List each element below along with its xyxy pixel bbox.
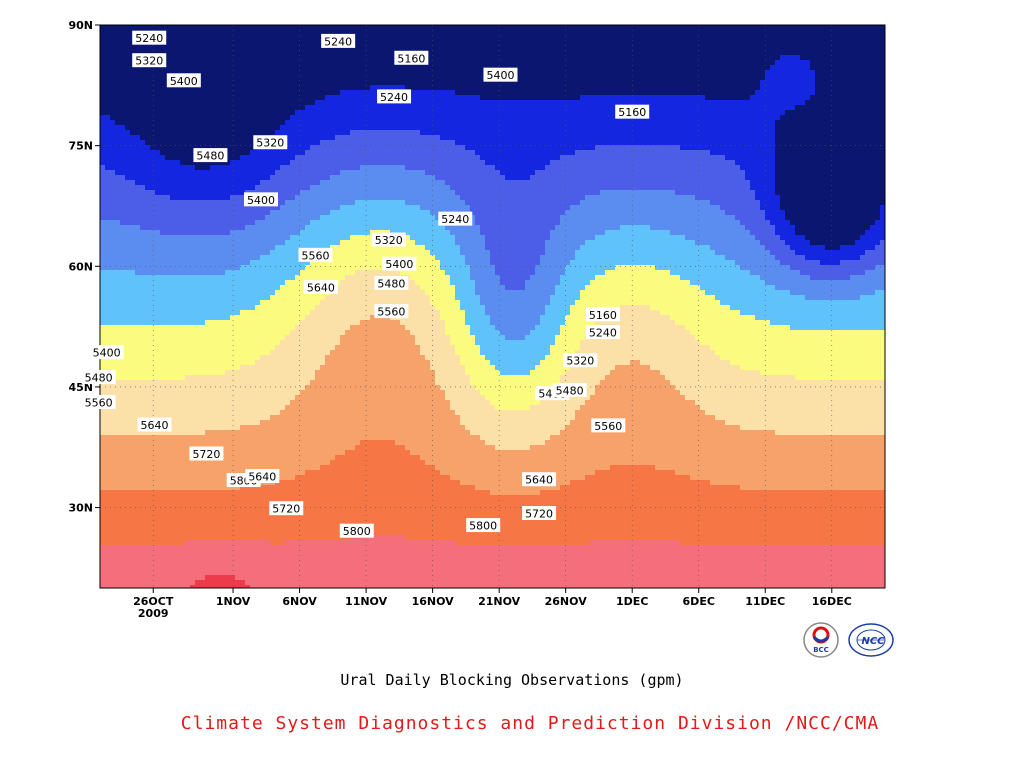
x-tick-label-1: 1NOV — [216, 595, 251, 608]
contour-label-15: 5160 — [615, 104, 650, 119]
contour-label-13: 5560 — [374, 304, 409, 319]
contour-label-12: 5480 — [374, 275, 409, 290]
contour-label-29: 5720 — [189, 446, 224, 461]
contour-label-16: 5160 — [585, 307, 620, 322]
contour-label-33: 5640 — [245, 469, 280, 484]
bcc-logo: BCC — [802, 621, 840, 659]
contour-label-2: 5400 — [166, 73, 201, 88]
contour-label-11: 5400 — [382, 256, 417, 271]
x-tick-label-7: 1DEC — [616, 595, 648, 608]
x-tick-label-6: 26NOV — [545, 595, 588, 608]
contour-label-1: 5320 — [132, 53, 167, 68]
x-tick-label-0: 26OCT — [133, 595, 174, 608]
x-tick-label-10: 16DEC — [812, 595, 852, 608]
contour-label-4: 5400 — [243, 192, 278, 207]
x-tick-label-4: 16NOV — [412, 595, 455, 608]
contour-label-34: 5720 — [269, 501, 304, 516]
contour-label-20: 5480 — [552, 382, 587, 397]
contour-labels: 5240 5320 5400 5480 5400 5320 5240 5160 5240 5240… — [81, 30, 650, 538]
contour-label-14: 5400 — [483, 67, 518, 82]
y-tick-label-0: 90N — [68, 19, 93, 32]
contour-field — [100, 25, 885, 588]
ncc-logo: NCC — [846, 621, 896, 659]
contour-label-0: 5240 — [132, 30, 167, 45]
x-tick-label-8: 6DEC — [683, 595, 715, 608]
x-axis: 26OCT 1NOV 6NOV 11NOV 16NOV 21NOV 26NOV 1DEC 6DE… — [133, 588, 852, 620]
plot-frame — [99, 24, 886, 589]
contour-label-8: 5240 — [377, 89, 412, 104]
chart-title: Ural Daily Blocking Observations (gpm) — [340, 671, 684, 689]
contour-label-10: 5320 — [371, 232, 406, 247]
contour-label-9: 5240 — [438, 211, 473, 226]
contour-label-28: 5640 — [137, 417, 172, 432]
x-tick-label-2: 6NOV — [282, 595, 317, 608]
contour-label-5: 5320 — [253, 135, 288, 150]
x-tick-label-9: 11DEC — [745, 595, 785, 608]
contour-label-17: 5240 — [585, 325, 620, 340]
contour-label-31: 5560 — [298, 247, 333, 262]
credit-text: Climate System Diagnostics and Predictio… — [180, 713, 880, 734]
y-tick-label-2: 60N — [68, 260, 93, 273]
contour-label-3: 5480 — [193, 148, 228, 163]
contour-label-23: 5720 — [522, 506, 557, 521]
y-tick-label-3: 45N — [68, 381, 93, 394]
y-tick-label-4: 30N — [68, 502, 93, 515]
contour-label-27: 5560 — [81, 395, 116, 410]
y-tick-label-1: 75N — [68, 140, 93, 153]
contour-label-24: 5800 — [466, 518, 501, 533]
contour-label-21: 5560 — [591, 418, 626, 433]
x-year-label: 2009 — [138, 607, 169, 620]
contour-label-22: 5640 — [522, 472, 557, 487]
contour-label-18: 5320 — [563, 353, 598, 368]
x-tick-label-5: 21NOV — [478, 595, 521, 608]
contour-label-35: 5800 — [339, 523, 374, 538]
contour-label-6: 5240 — [321, 33, 356, 48]
y-axis: 90N 75N 60N 45N 30N — [68, 19, 100, 515]
contour-label-7: 5160 — [394, 50, 429, 65]
x-tick-label-3: 11NOV — [345, 595, 388, 608]
contour-label-25: 5400 — [89, 345, 124, 360]
contour-label-26: 5480 — [81, 370, 116, 385]
contour-label-32: 5640 — [303, 280, 338, 295]
